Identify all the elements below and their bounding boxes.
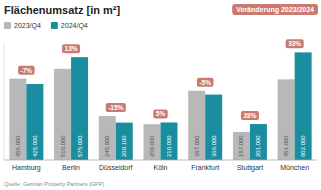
bar	[144, 124, 161, 160]
change-legend-badge	[232, 4, 318, 15]
bar	[54, 69, 71, 160]
x-tick-label: Stuttgart	[237, 164, 264, 172]
legend: 2023/Q4 2024/Q4	[4, 22, 88, 30]
bar	[233, 132, 250, 160]
change-badge	[18, 66, 35, 75]
title: Flächenumsatz [in m²]	[4, 4, 120, 16]
bar	[278, 79, 295, 160]
legend-swatch	[51, 22, 58, 29]
data-label: 575.000	[77, 135, 83, 157]
bar	[295, 52, 312, 160]
bar	[250, 124, 267, 160]
change-label: 13%	[65, 45, 78, 52]
change-label: -7%	[21, 67, 33, 74]
data-label: 387.000	[194, 135, 200, 157]
change-label: 5%	[156, 110, 166, 117]
data-label: 455.000	[15, 135, 21, 157]
data-label: 425.000	[32, 135, 38, 157]
x-tick-label: Hamburg	[12, 164, 41, 172]
x-axis-line	[4, 160, 317, 161]
chart: Flächenumsatz [in m²] 2023/Q4 2024/Q4 Verän…	[0, 0, 321, 190]
data-label: 451.000	[283, 135, 289, 157]
data-label: 245.900	[104, 135, 110, 157]
data-label: 602.000	[300, 135, 306, 157]
data-label: 210.000	[166, 135, 172, 157]
bar	[99, 116, 116, 160]
x-tick-label: Düsseldorf	[99, 164, 133, 171]
bars	[9, 52, 311, 160]
change-legend: Veränderung 2023/2024	[232, 4, 318, 15]
change-legend-label: Veränderung 2023/2024	[236, 6, 314, 14]
change-badge	[62, 44, 80, 53]
bar	[188, 91, 205, 160]
x-tick-label: Berlin	[62, 164, 80, 171]
data-label: 157.000	[238, 135, 244, 157]
change-badges: -7% 13% -15% 5% -5% 28% 33%	[18, 39, 304, 120]
bar	[71, 57, 88, 160]
data-label: 366.000	[211, 135, 217, 157]
y-axis-line	[4, 42, 5, 160]
change-badge	[153, 109, 167, 118]
source: Quelle: German Property Partners (GPP)	[4, 181, 104, 187]
x-tick-label: Köln	[153, 164, 167, 171]
x-tick-label: Frankfurt	[191, 164, 219, 171]
legend-label: 2024/Q4	[61, 22, 88, 30]
change-badge	[241, 111, 259, 120]
change-label: -15%	[108, 104, 123, 111]
change-label: 28%	[243, 112, 256, 119]
bar	[26, 84, 43, 160]
data-labels: 455.000 425.000 510.000 575.000 245.900 209.1…	[15, 135, 306, 157]
bar	[205, 95, 222, 160]
change-badge	[286, 39, 304, 48]
data-label: 200.000	[149, 135, 155, 157]
data-label: 209.100	[121, 135, 127, 157]
legend-swatch	[4, 22, 11, 29]
data-label: 510.000	[60, 135, 66, 157]
change-badge	[106, 103, 126, 112]
change-label: -5%	[199, 79, 211, 86]
x-tick-label: München	[280, 164, 309, 171]
data-label: 201.000	[255, 135, 261, 157]
change-badge	[197, 78, 214, 87]
change-label: 33%	[288, 40, 301, 47]
bar	[116, 123, 133, 160]
bar	[161, 122, 178, 160]
bar	[9, 79, 26, 160]
legend-label: 2023/Q4	[14, 22, 41, 30]
